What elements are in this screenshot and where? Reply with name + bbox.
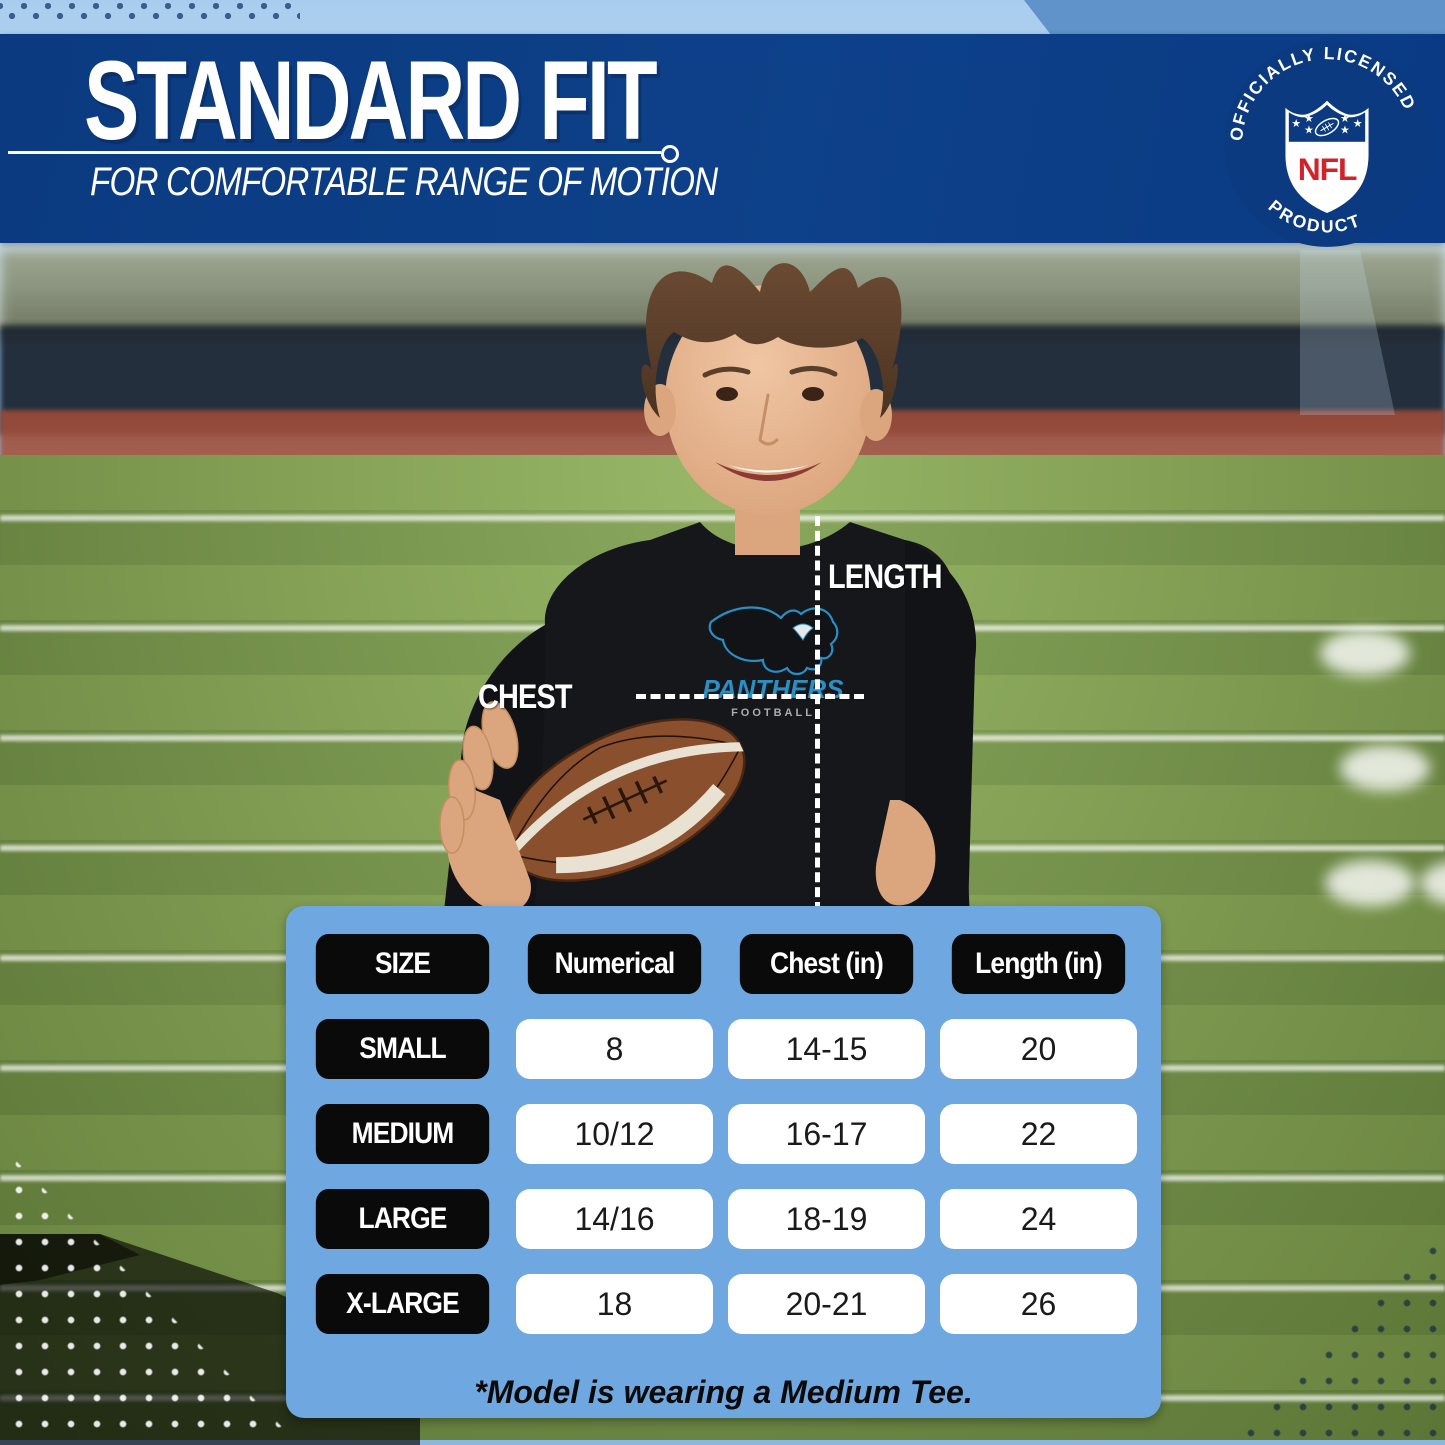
svg-text:PANTHERS: PANTHERS [702,674,844,704]
svg-text:FOOTBALL: FOOTBALL [731,707,815,719]
